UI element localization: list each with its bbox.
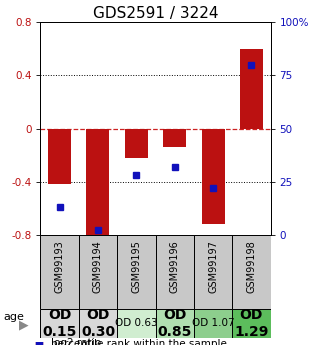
Bar bbox=[156, 235, 194, 309]
Bar bbox=[163, 128, 186, 147]
Bar bbox=[79, 235, 117, 309]
Text: GSM99195: GSM99195 bbox=[131, 240, 141, 293]
Bar bbox=[79, 309, 117, 338]
Bar bbox=[156, 309, 194, 338]
Text: OD
0.30: OD 0.30 bbox=[81, 308, 115, 338]
Text: age: age bbox=[3, 312, 24, 322]
Bar bbox=[125, 128, 148, 158]
Text: percentile rank within the sample: percentile rank within the sample bbox=[51, 339, 227, 345]
Text: OD 1.07: OD 1.07 bbox=[192, 318, 234, 328]
Bar bbox=[194, 309, 232, 338]
Bar bbox=[202, 128, 225, 224]
Bar bbox=[194, 235, 232, 309]
Text: GSM99193: GSM99193 bbox=[55, 240, 65, 293]
Bar bbox=[40, 235, 79, 309]
Text: GSM99198: GSM99198 bbox=[246, 240, 256, 293]
Bar bbox=[117, 235, 156, 309]
Text: OD
0.85: OD 0.85 bbox=[157, 308, 192, 338]
Text: GSM99194: GSM99194 bbox=[93, 240, 103, 293]
Text: OD
1.29: OD 1.29 bbox=[234, 308, 269, 338]
Text: ▶: ▶ bbox=[19, 319, 28, 332]
Bar bbox=[48, 128, 71, 184]
Bar bbox=[240, 49, 263, 128]
Text: OD 0.63: OD 0.63 bbox=[115, 318, 158, 328]
Bar bbox=[117, 309, 156, 338]
Text: OD
0.15: OD 0.15 bbox=[42, 308, 77, 338]
Bar bbox=[86, 128, 109, 239]
Bar bbox=[40, 309, 79, 338]
Bar bbox=[232, 309, 271, 338]
Title: GDS2591 / 3224: GDS2591 / 3224 bbox=[93, 6, 218, 21]
Text: log2 ratio: log2 ratio bbox=[51, 337, 101, 345]
Text: GSM99197: GSM99197 bbox=[208, 240, 218, 293]
Bar bbox=[232, 235, 271, 309]
Text: GSM99196: GSM99196 bbox=[170, 240, 180, 293]
